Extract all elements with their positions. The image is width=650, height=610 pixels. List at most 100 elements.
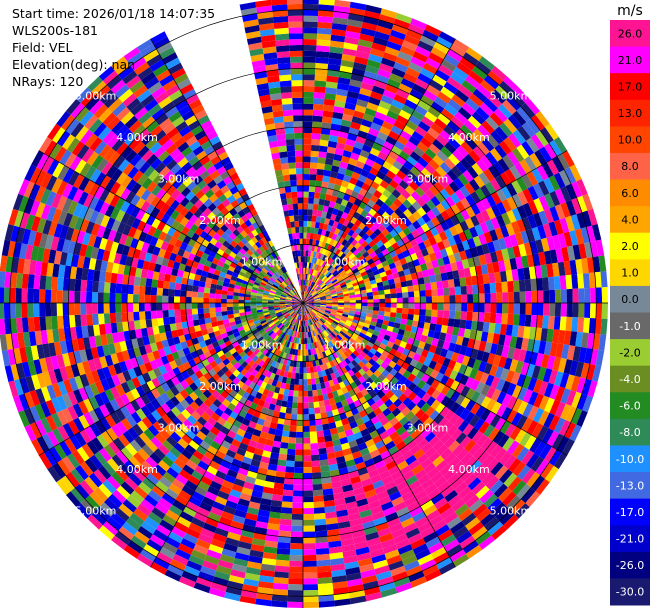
velocity-gate	[316, 565, 332, 573]
velocity-gate	[98, 447, 112, 462]
velocity-gate	[446, 325, 454, 335]
velocity-gate	[278, 387, 285, 395]
velocity-gate	[514, 360, 524, 374]
velocity-gate	[436, 257, 445, 267]
velocity-gate	[121, 312, 128, 323]
velocity-gate	[530, 456, 545, 472]
velocity-gate	[197, 308, 204, 315]
velocity-gate	[251, 369, 259, 377]
velocity-gate	[189, 425, 200, 436]
velocity-gate	[169, 274, 177, 283]
velocity-gate	[423, 342, 432, 352]
velocity-gate	[273, 348, 280, 356]
velocity-gate	[239, 289, 246, 294]
velocity-gate	[116, 485, 131, 500]
velocity-gate	[517, 191, 529, 206]
velocity-gate	[471, 162, 484, 176]
velocity-gate	[291, 303, 298, 305]
velocity-gate	[127, 540, 144, 554]
velocity-gate	[326, 272, 333, 279]
velocity-gate	[303, 291, 305, 298]
velocity-gate	[413, 448, 425, 460]
velocity-gate	[86, 440, 99, 455]
velocity-gate	[327, 457, 338, 466]
velocity-gate	[460, 141, 473, 154]
velocity-gate	[333, 202, 341, 210]
velocity-gate	[260, 319, 267, 325]
velocity-gate	[554, 204, 566, 220]
velocity-gate	[363, 322, 370, 329]
velocity-gate	[224, 591, 241, 602]
velocity-gate	[307, 396, 314, 403]
velocity-gate	[262, 450, 272, 458]
velocity-gate	[412, 244, 421, 253]
velocity-gate	[557, 233, 567, 249]
velocity-gate	[290, 537, 303, 544]
velocity-gate	[356, 44, 372, 54]
velocity-gate	[150, 287, 158, 296]
velocity-gate	[21, 228, 32, 245]
velocity-gate	[212, 475, 225, 486]
velocity-gate	[291, 513, 303, 521]
velocity-gate	[408, 570, 425, 583]
velocity-gate	[51, 412, 63, 429]
velocity-gate	[308, 197, 315, 204]
velocity-gate	[532, 379, 543, 394]
velocity-gate	[534, 149, 547, 166]
velocity-gate	[38, 452, 53, 470]
velocity-gate	[233, 453, 245, 462]
velocity-gate	[418, 473, 431, 486]
velocity-gate	[391, 496, 405, 507]
velocity-gate	[452, 149, 465, 162]
velocity-gate	[295, 331, 299, 338]
velocity-gate	[188, 345, 196, 354]
velocity-gate	[471, 275, 478, 286]
velocity-gate	[455, 200, 466, 213]
velocity-gate	[276, 312, 283, 317]
velocity-gate	[505, 324, 513, 337]
velocity-gate	[391, 255, 400, 263]
velocity-gate	[303, 203, 309, 210]
velocity-gate	[450, 244, 460, 255]
velocity-gate	[386, 554, 402, 566]
velocity-gate	[336, 325, 343, 331]
velocity-gate	[291, 298, 298, 302]
velocity-gate	[548, 415, 561, 431]
velocity-gate	[480, 155, 493, 169]
velocity-gate	[238, 306, 245, 310]
velocity-gate	[396, 297, 403, 303]
velocity-gate	[358, 375, 366, 384]
velocity-gate	[287, 353, 293, 361]
velocity-gate	[316, 246, 322, 253]
velocity-gate	[319, 294, 326, 298]
velocity-gate	[0, 255, 8, 272]
velocity-gate	[494, 323, 502, 335]
velocity-gate	[303, 355, 307, 362]
velocity-gate	[485, 411, 497, 425]
velocity-gate	[313, 284, 318, 290]
velocity-gate	[215, 307, 222, 313]
velocity-gate	[320, 332, 326, 339]
velocity-gate	[455, 260, 464, 271]
velocity-gate	[87, 359, 97, 372]
velocity-gate	[381, 324, 388, 331]
velocity-gate	[256, 303, 262, 306]
velocity-gate	[371, 243, 379, 252]
velocity-gate	[437, 480, 451, 493]
velocity-gate	[259, 346, 267, 354]
velocity-gate	[417, 355, 427, 365]
velocity-gate	[348, 439, 358, 449]
velocity-gate	[434, 250, 443, 260]
velocity-gate	[364, 177, 374, 187]
velocity-gate	[261, 557, 277, 566]
velocity-gate	[170, 396, 180, 407]
velocity-gate	[185, 303, 192, 310]
velocity-gate	[545, 123, 559, 141]
velocity-gate	[326, 305, 333, 308]
velocity-gate	[376, 105, 389, 116]
velocity-gate	[312, 239, 317, 246]
velocity-gate	[444, 157, 456, 170]
velocity-gate	[136, 553, 154, 568]
velocity-gate	[186, 414, 198, 426]
velocity-gate	[503, 136, 517, 152]
